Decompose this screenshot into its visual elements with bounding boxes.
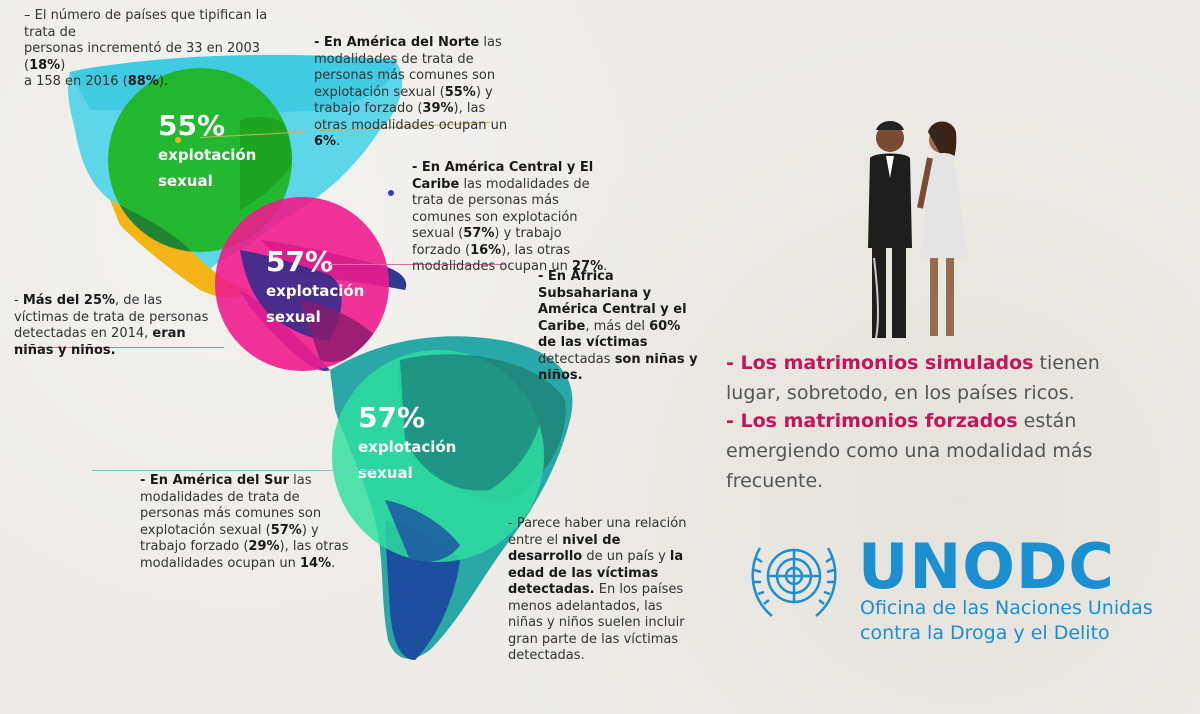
note-central-america: - En América Central y El Caribe las mod… [412,160,608,274]
note-development: - Parece haber una relación entre el niv… [508,516,687,663]
note-north-america: - En América del Norte las modalidades d… [314,35,508,149]
category-label: sexual [358,464,413,482]
leader-line [330,264,505,265]
note-africa: - En África Subsahariana y América Centr… [538,269,698,383]
unodc-logo-text: UNODC [858,530,1115,603]
marriage-simulated-text: - Los matrimonios simulados tienen lugar… [726,352,1100,404]
category-label: explotación [158,146,257,164]
note-south-america: - En América del Sur las modalidades de … [140,473,349,571]
bird-marker [175,137,181,143]
un-emblem-icon [751,547,837,617]
caribbean-dot [388,190,394,196]
leader-line [92,470,377,471]
americas-map [67,54,573,660]
unodc-subtitle-line2: contra la Droga y el Delito [860,622,1110,644]
category-label: explotación [358,438,457,456]
unodc-subtitle-line1: Oficina de las Naciones Unidas [860,597,1153,619]
bubble-label-south-america: 57% explotación sexual [358,402,456,486]
marriage-forced-text: - Los matrimonios forzados están emergie… [726,410,1093,492]
bubble-label-north-america: 55% explotación sexual [158,110,256,194]
couple-illustration [868,121,968,339]
percentage-label: 57% [266,245,334,278]
bubble-label-central-america: 57% explotación sexual [266,246,364,330]
category-label: explotación [266,282,365,300]
unodc-subtitle: Oficina de las Naciones Unidas contra la… [860,596,1153,646]
category-label: sexual [158,172,213,190]
leader-line [14,347,224,348]
percentage-label: 57% [358,401,426,434]
note-countries: – El número de países que tipifican la t… [24,8,268,89]
note-children-2014: - Más del 25%, de las víctimas de trata … [14,293,209,358]
category-label: sexual [266,308,321,326]
